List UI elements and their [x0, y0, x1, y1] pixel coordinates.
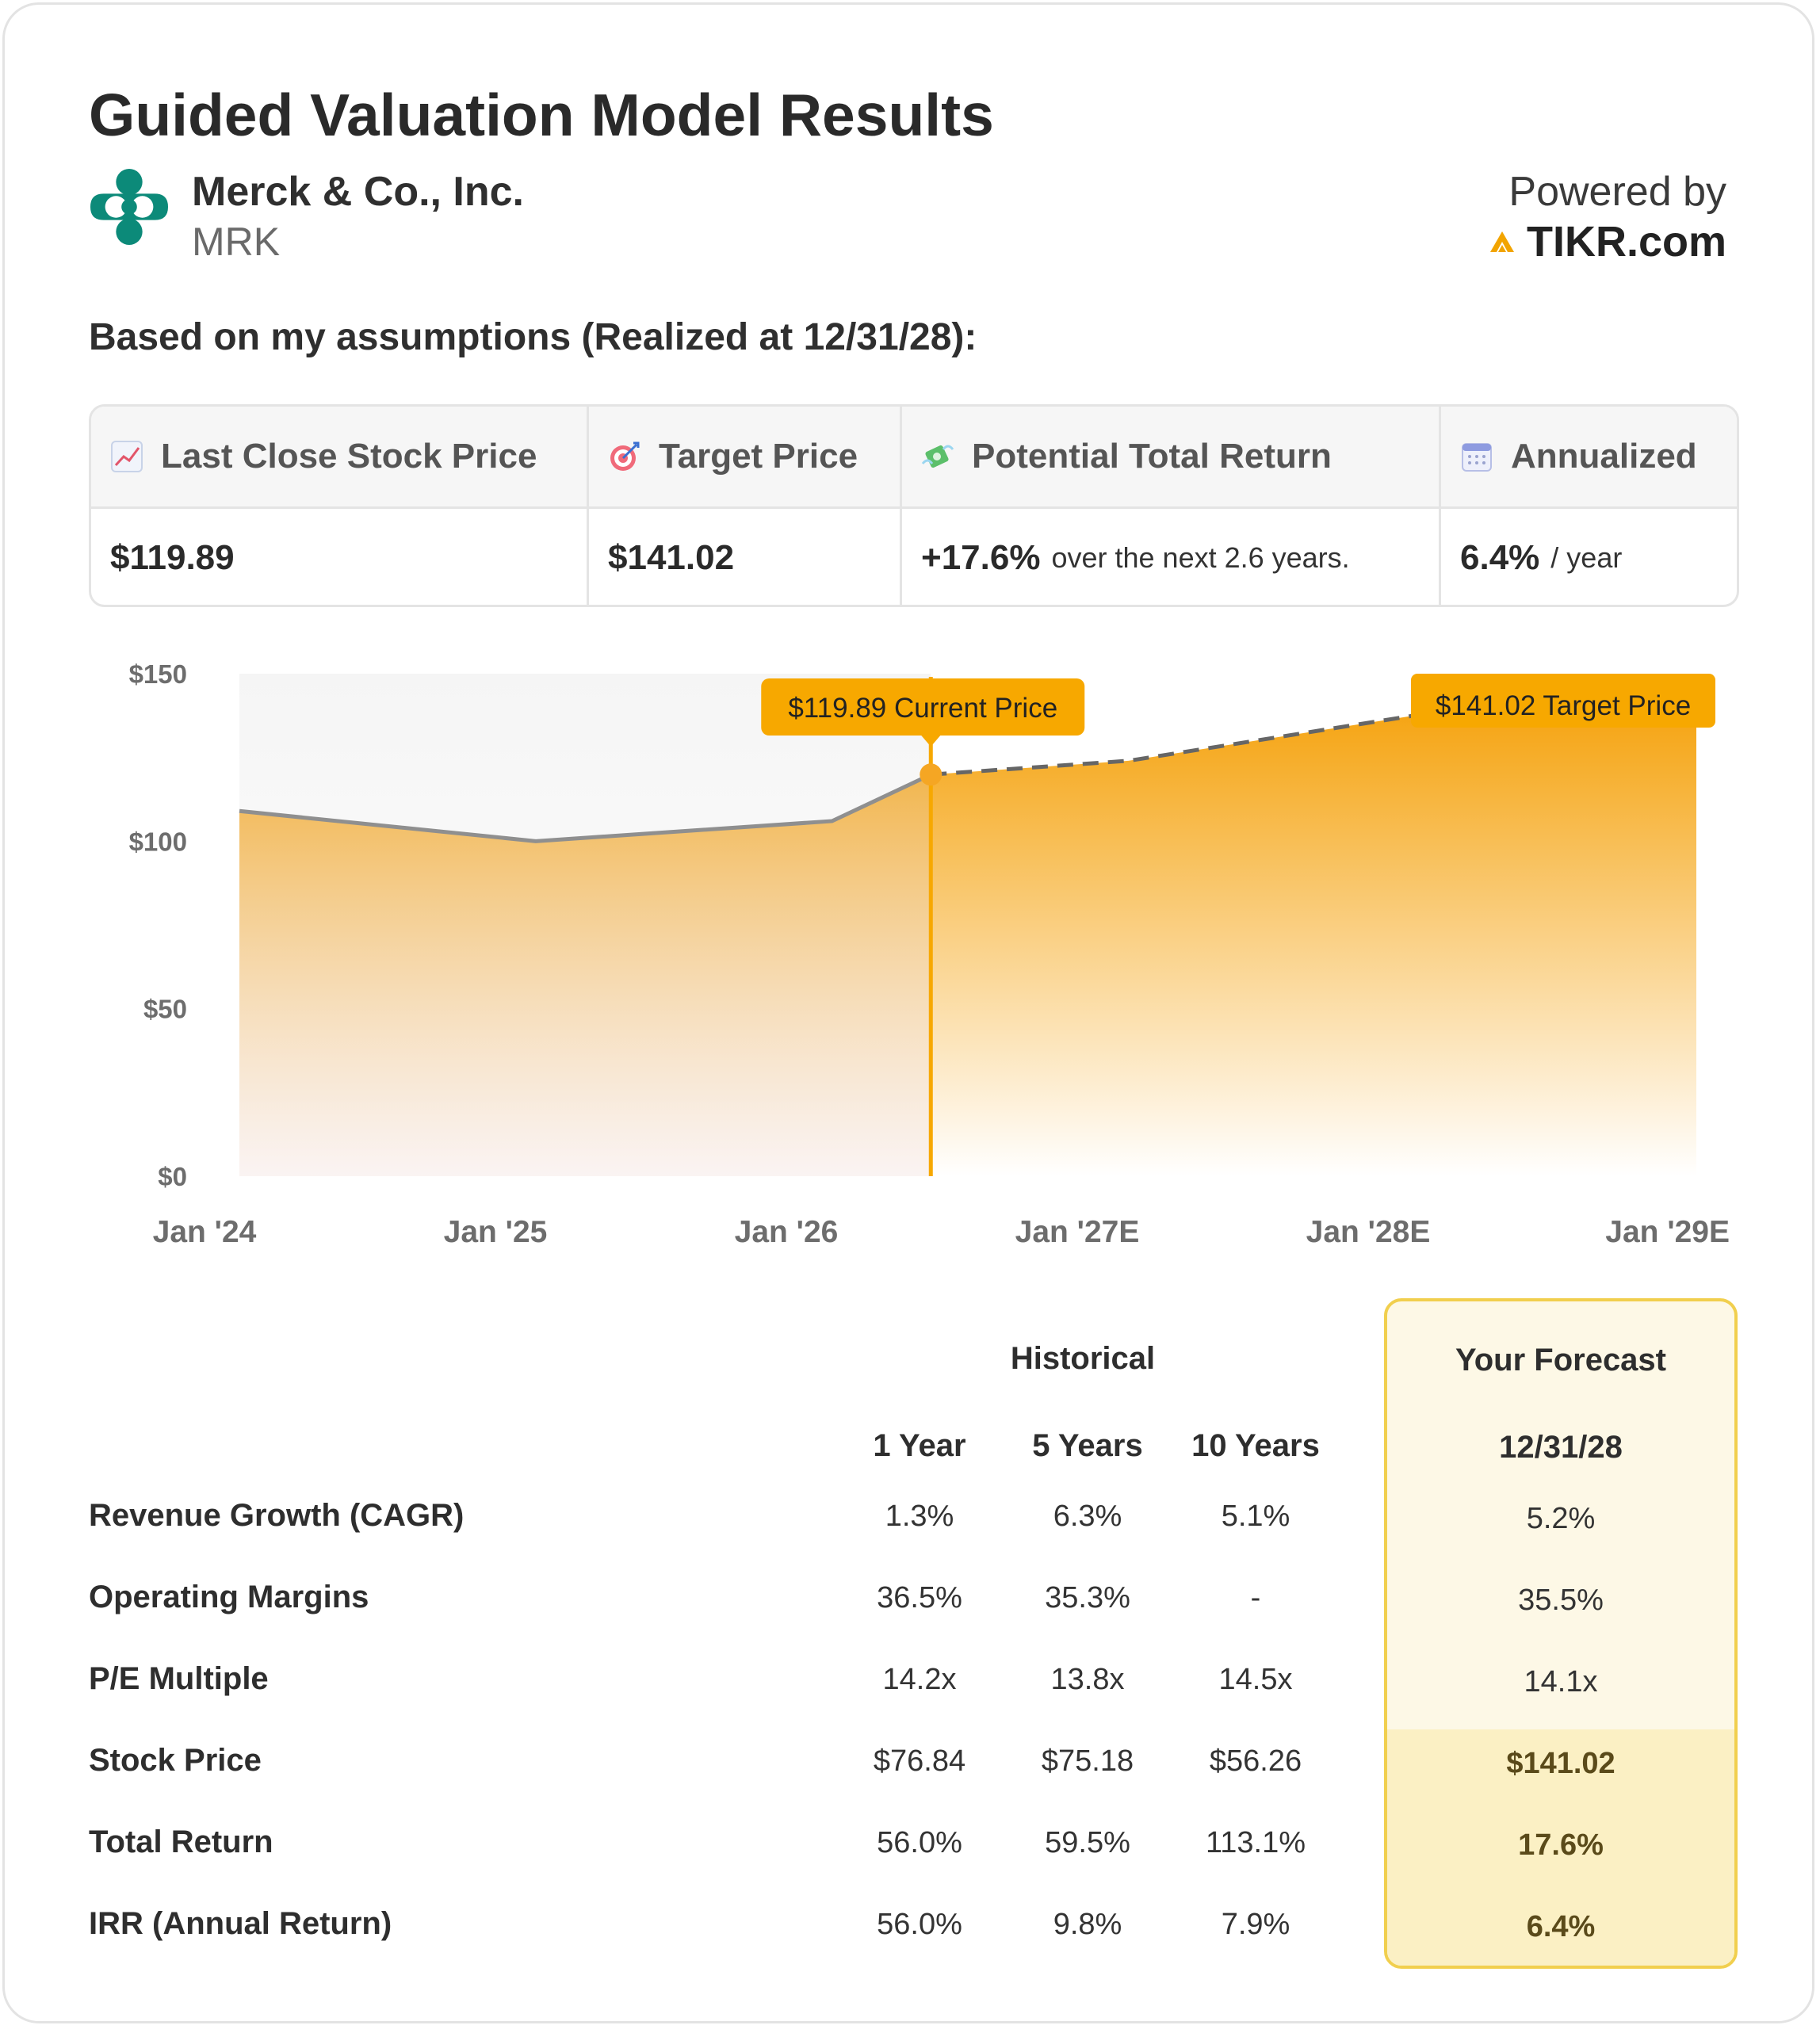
historical-cell: $76.84 — [873, 1744, 966, 1778]
row-label: Stock Price — [89, 1743, 262, 1778]
historical-cell: 14.5x — [1218, 1663, 1293, 1696]
summary-divider — [900, 407, 902, 605]
tikr-logo-icon — [1489, 231, 1514, 252]
col-1-year: 1 Year — [873, 1428, 966, 1463]
historical-cell: 7.9% — [1221, 1908, 1290, 1941]
historical-line — [239, 773, 932, 843]
row-label: Operating Margins — [89, 1580, 369, 1614]
current-price-label: $119.89 Current Price — [788, 693, 1057, 724]
historical-cell: 36.5% — [877, 1581, 962, 1614]
forecast-cell: 14.1x — [1524, 1665, 1598, 1698]
target-price-label: $141.02 Target Price — [1436, 690, 1691, 721]
chart-increasing-icon — [111, 441, 143, 472]
value-potential-return: +17.6% over the next 2.6 years. — [921, 538, 1350, 577]
row-label: IRR (Annual Return) — [89, 1906, 392, 1941]
col-10-years: 10 Years — [1191, 1428, 1320, 1463]
col-5-years: 5 Years — [1032, 1428, 1143, 1463]
header-annualized: Annualized — [1441, 407, 1737, 506]
historical-cell: $75.18 — [1041, 1744, 1134, 1778]
summary-divider — [1439, 407, 1441, 605]
calendar-icon — [1462, 443, 1492, 472]
historical-group-header: Historical — [1010, 1341, 1156, 1376]
header-potential-return: Potential Total Return — [902, 407, 1439, 506]
tikr-brand[interactable]: TIKR.com — [1489, 217, 1726, 266]
row-label: Revenue Growth (CAGR) — [89, 1498, 465, 1533]
historical-cell: 13.8x — [1050, 1663, 1125, 1696]
company-name: Merck & Co., Inc. — [192, 169, 524, 215]
historical-area — [239, 774, 931, 1176]
y-tick-label: $0 — [158, 1162, 187, 1191]
page-title: Guided Valuation Model Results — [89, 82, 994, 148]
y-tick-label: $150 — [129, 659, 187, 689]
historical-cell: 59.5% — [1045, 1826, 1130, 1859]
forecast-cell: 6.4% — [1526, 1910, 1596, 1943]
historical-cell: 113.1% — [1205, 1826, 1306, 1859]
merck-logo-icon — [90, 168, 168, 246]
price-chart: $119.89 Current Price $141.02 Target Pric… — [5, 639, 1820, 1273]
assumptions-heading: Based on my assumptions (Realized at 12/… — [89, 316, 977, 358]
current-price-callout — [761, 678, 1085, 736]
price-chart-svg: $119.89 Current Price $141.02 Target Pric… — [129, 659, 1730, 1249]
historical-cell: $56.26 — [1209, 1744, 1302, 1778]
x-tick-label: Jan '29E — [1605, 1215, 1730, 1249]
historical-cell: 14.2x — [882, 1663, 957, 1696]
historical-cell: 56.0% — [877, 1826, 962, 1859]
powered-by-label: Powered by — [1508, 169, 1726, 215]
metrics-table: Historical Your Forecast 1 Year 5 Years … — [5, 1289, 1820, 1986]
tikr-brand-label: TIKR.com — [1526, 218, 1726, 266]
col-forecast-date: 12/31/28 — [1499, 1430, 1623, 1465]
row-label: Total Return — [89, 1825, 273, 1859]
forecast-cell: 35.5% — [1518, 1584, 1604, 1617]
historical-cell: 1.3% — [885, 1500, 954, 1533]
x-tick-label: Jan '25 — [444, 1215, 548, 1249]
money-with-wings-icon — [921, 445, 954, 468]
forecast-column — [1384, 1298, 1738, 1969]
x-tick-label: Jan '27E — [1015, 1215, 1140, 1249]
row-label: P/E Multiple — [89, 1661, 269, 1696]
x-tick-label: Jan '26 — [735, 1215, 839, 1249]
historical-cell: 5.1% — [1221, 1500, 1290, 1533]
historical-cell: 9.8% — [1053, 1908, 1122, 1941]
header-last-close: Last Close Stock Price — [91, 407, 587, 506]
forecast-highlight — [1387, 1729, 1734, 1966]
historical-cell: 56.0% — [877, 1908, 962, 1941]
historical-cell: 6.3% — [1053, 1500, 1122, 1533]
historical-cell: - — [1250, 1581, 1261, 1614]
target-price-callout — [1411, 674, 1715, 728]
current-price-point — [920, 763, 942, 786]
forecast-cell: 5.2% — [1526, 1502, 1596, 1535]
value-last-close: $119.89 — [110, 538, 235, 577]
summary-divider — [587, 407, 589, 605]
forecast-cell: $141.02 — [1506, 1747, 1615, 1780]
value-target-price: $141.02 — [608, 538, 735, 577]
y-tick-label: $50 — [143, 995, 187, 1024]
target-icon — [610, 441, 640, 471]
historical-cell: 35.3% — [1045, 1581, 1130, 1614]
summary-table: Last Close Stock Price Target Price Pote… — [89, 404, 1739, 607]
y-tick-label: $100 — [129, 827, 187, 856]
header-target-price: Target Price — [589, 407, 900, 506]
x-tick-label: Jan '28E — [1306, 1215, 1431, 1249]
forecast-group-header: Your Forecast — [1455, 1343, 1666, 1378]
current-price-callout-pointer — [921, 736, 941, 747]
x-tick-label: Jan '24 — [153, 1215, 257, 1249]
forecast-area — [931, 703, 1696, 1176]
ticker-symbol: MRK — [192, 220, 281, 264]
value-annualized: 6.4% / year — [1460, 538, 1623, 577]
forecast-cell: 17.6% — [1518, 1828, 1604, 1862]
